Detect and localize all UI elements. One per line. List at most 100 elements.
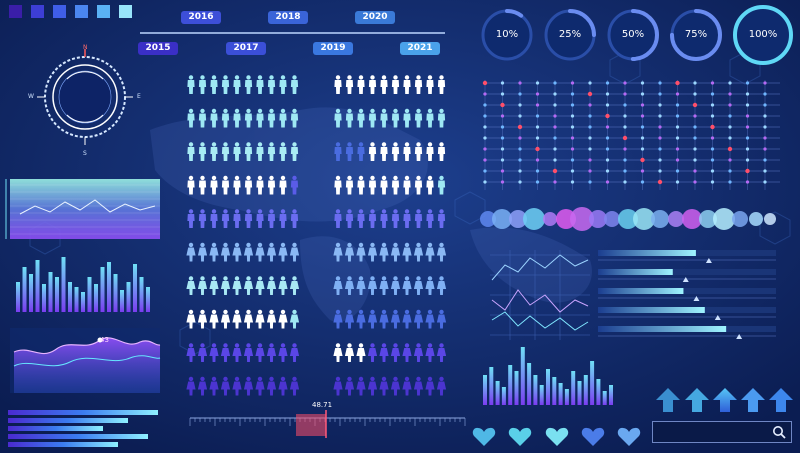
person-icon — [186, 343, 196, 362]
person-icon — [267, 175, 276, 195]
heart-icon — [581, 427, 605, 446]
dot — [570, 125, 575, 129]
arrow-up-icon — [713, 388, 737, 412]
person-icon — [256, 142, 264, 161]
dot — [745, 114, 750, 118]
dot — [483, 169, 487, 173]
dot — [570, 114, 575, 118]
person-icon — [367, 343, 378, 362]
person-icon — [289, 242, 300, 262]
bar — [520, 347, 525, 405]
dot — [745, 92, 750, 96]
person-icon — [414, 142, 423, 161]
heart-icon — [508, 427, 532, 446]
dot — [710, 92, 715, 96]
dot — [745, 180, 750, 184]
people-infographic — [186, 75, 447, 396]
dot — [763, 169, 767, 173]
dot — [728, 92, 732, 96]
person-icon — [391, 108, 400, 128]
person-icon — [267, 75, 276, 94]
person-icon — [243, 376, 254, 396]
progress-ring-label: 100% — [748, 29, 778, 40]
person-icon — [345, 142, 354, 161]
bubble — [543, 212, 557, 226]
dot — [710, 114, 715, 118]
person-icon — [380, 175, 388, 195]
person-icon — [334, 108, 342, 128]
person-icon — [345, 108, 354, 128]
person-icon — [357, 108, 365, 128]
search-icon[interactable] — [772, 425, 786, 439]
dot — [500, 136, 505, 140]
dot — [763, 147, 767, 151]
bubble — [749, 212, 763, 226]
dot — [553, 158, 557, 162]
person-icon — [344, 343, 355, 362]
person-icon — [279, 108, 287, 128]
person-icon — [186, 309, 196, 329]
dot — [658, 158, 662, 162]
bubble — [556, 209, 576, 229]
scale-value-label: 48.71 — [312, 401, 333, 409]
dot — [588, 180, 592, 184]
dot — [500, 92, 505, 96]
person-icon — [266, 376, 277, 396]
dot — [657, 179, 663, 185]
bar — [35, 260, 40, 312]
person-icon — [368, 175, 377, 195]
bar — [602, 391, 607, 405]
bar — [489, 367, 494, 405]
dot — [763, 158, 767, 162]
dot — [605, 113, 610, 119]
dot — [605, 103, 610, 107]
dot — [588, 81, 592, 85]
person-icon — [255, 376, 265, 396]
dot — [658, 81, 662, 85]
bar — [495, 381, 500, 405]
bar — [552, 377, 557, 405]
person-icon — [255, 343, 265, 362]
dot — [623, 147, 627, 151]
person-icon — [368, 108, 377, 128]
person-icon — [244, 175, 253, 195]
person-icon — [197, 242, 208, 262]
line-chart-mini — [490, 250, 590, 340]
bar — [42, 284, 46, 312]
person-icon — [186, 276, 196, 295]
dot — [640, 169, 645, 173]
year-2019: 2019 — [313, 42, 353, 55]
bar — [81, 292, 85, 312]
bar — [533, 375, 538, 405]
bar — [74, 287, 79, 312]
person-icon — [233, 209, 241, 228]
person-icon — [278, 343, 288, 362]
dot — [658, 136, 662, 140]
dot — [623, 103, 627, 107]
person-icon — [197, 309, 208, 329]
person-icon — [414, 108, 423, 128]
person-icon — [232, 276, 242, 295]
dot — [693, 114, 697, 118]
person-icon — [220, 376, 231, 396]
dot — [588, 125, 592, 129]
person-icon — [357, 209, 365, 228]
person-icon — [210, 142, 218, 161]
person-icon — [233, 108, 241, 128]
progress-bars — [598, 250, 776, 339]
compass-west: W — [28, 93, 34, 100]
bar — [571, 371, 576, 405]
search-input[interactable] — [652, 421, 792, 443]
person-icon — [279, 175, 287, 195]
person-icon — [233, 175, 241, 195]
dot — [570, 147, 575, 151]
bar — [16, 282, 20, 312]
dot — [570, 169, 575, 173]
person-icon — [198, 142, 207, 161]
progress-ring-label: 75% — [684, 29, 708, 40]
bar — [107, 262, 111, 312]
dot — [500, 169, 505, 173]
bar — [583, 375, 588, 405]
dot — [763, 81, 767, 85]
